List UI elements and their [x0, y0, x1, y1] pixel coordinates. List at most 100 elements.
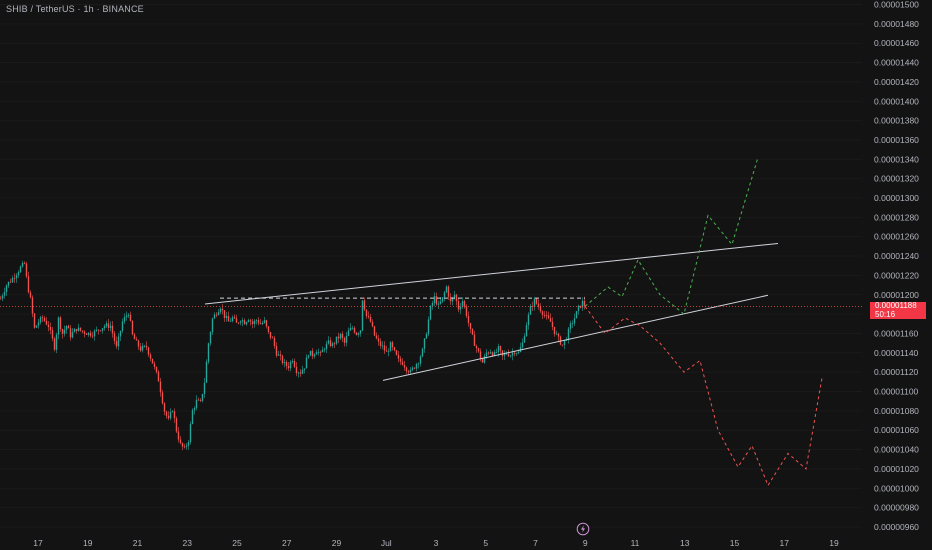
candle-body — [501, 350, 504, 356]
candle-body — [117, 336, 120, 347]
candle-body — [329, 340, 332, 346]
candle-body — [233, 317, 236, 319]
y-tick-label: 0.00001040 — [874, 445, 919, 455]
candle-body — [513, 352, 516, 354]
candle-body — [39, 317, 42, 323]
last-price-tag: 0.00001188 50:16 — [870, 302, 926, 320]
candle-body — [317, 351, 320, 353]
candle-body — [531, 306, 534, 307]
candle-body — [217, 312, 220, 316]
candle-body — [353, 327, 356, 333]
candle-body — [205, 361, 208, 383]
candle-body — [241, 320, 244, 322]
candle-body — [71, 332, 74, 338]
candle-body — [537, 303, 540, 307]
candle-body — [295, 366, 298, 374]
candle-body — [399, 358, 402, 362]
candle-body — [315, 352, 318, 355]
candle-body — [51, 330, 54, 339]
candle-body — [357, 333, 360, 335]
candle-body — [111, 325, 114, 334]
y-tick-label: 0.00001100 — [874, 387, 919, 397]
candle-body — [423, 338, 426, 349]
y-tick-label: 0.00001060 — [874, 425, 919, 435]
candle-body — [197, 399, 200, 401]
candle-body — [209, 332, 212, 344]
candle-body — [279, 354, 282, 356]
candle-body — [517, 351, 520, 354]
candle-body — [341, 333, 344, 339]
candle-body — [391, 342, 394, 348]
x-tick-label: 21 — [133, 538, 143, 548]
candle-body — [159, 381, 162, 393]
candle-body — [291, 360, 294, 362]
candle-body — [41, 317, 44, 319]
candle-body — [499, 346, 502, 351]
upper-wedge-line[interactable] — [204, 242, 779, 305]
candle-body — [305, 357, 308, 369]
candle-body — [107, 323, 110, 328]
candle-body — [293, 360, 296, 367]
y-tick-label: 0.00001000 — [874, 483, 919, 493]
candle-body — [163, 403, 166, 412]
candle-body — [573, 318, 576, 324]
lightning-icon[interactable] — [576, 522, 590, 536]
candle-body — [321, 349, 324, 353]
candle-body — [545, 315, 548, 316]
candle-body — [169, 412, 172, 419]
candle-body — [219, 308, 222, 313]
candle-body — [485, 352, 488, 357]
time-axis[interactable]: 17 19 21 23 25 27 29 Jul 3 5 7 9 11 13 15 17 19 — [33, 538, 839, 548]
candle-body — [75, 328, 78, 332]
x-tick-label: 9 — [583, 538, 588, 548]
candle-body — [547, 315, 550, 319]
candle-body — [301, 369, 304, 374]
candle-body — [313, 354, 316, 357]
candle-body — [157, 371, 160, 382]
candle-body — [95, 329, 98, 331]
candle-body — [119, 330, 122, 337]
candle-body — [523, 336, 526, 343]
candle-body — [183, 446, 186, 448]
candle-body — [527, 314, 530, 326]
candle-body — [59, 317, 62, 330]
candle-body — [489, 352, 492, 354]
candle-body — [141, 345, 144, 351]
candle-body — [375, 335, 378, 339]
candle-body — [215, 314, 218, 316]
y-tick-label: 0.00001240 — [874, 251, 919, 261]
candle-body — [263, 320, 266, 323]
candle-body — [171, 411, 174, 413]
candle-body — [23, 262, 26, 264]
candle-body — [173, 411, 176, 419]
candle-body — [237, 322, 240, 324]
candle-body — [373, 326, 376, 336]
candle-body — [371, 321, 374, 327]
candle-body — [433, 296, 436, 303]
candle-body — [451, 297, 454, 302]
candle-body — [47, 324, 50, 328]
candle-body — [257, 320, 260, 324]
candle-body — [445, 286, 448, 293]
candle-body — [57, 317, 60, 335]
candle-body — [245, 321, 248, 325]
x-tick-label: 25 — [232, 538, 242, 548]
candle-body — [405, 367, 408, 372]
bullish-projection-path[interactable] — [584, 157, 759, 315]
drawings[interactable] — [204, 157, 823, 487]
lower-wedge-line[interactable] — [382, 294, 769, 381]
candle-body — [285, 362, 288, 366]
candle-body — [83, 331, 86, 334]
bearish-projection-path[interactable] — [584, 306, 823, 487]
candle-body — [27, 276, 30, 293]
candle-body — [213, 314, 216, 319]
candle-body — [185, 445, 188, 447]
candle-body — [491, 352, 494, 356]
candle-body — [103, 326, 106, 329]
candle-body — [417, 363, 420, 365]
price-axis[interactable]: 0.00001500 0.00001480 0.00001460 0.00001440… — [874, 0, 919, 532]
y-tick-label: 0.00001400 — [874, 96, 919, 106]
candle-body — [395, 350, 398, 355]
